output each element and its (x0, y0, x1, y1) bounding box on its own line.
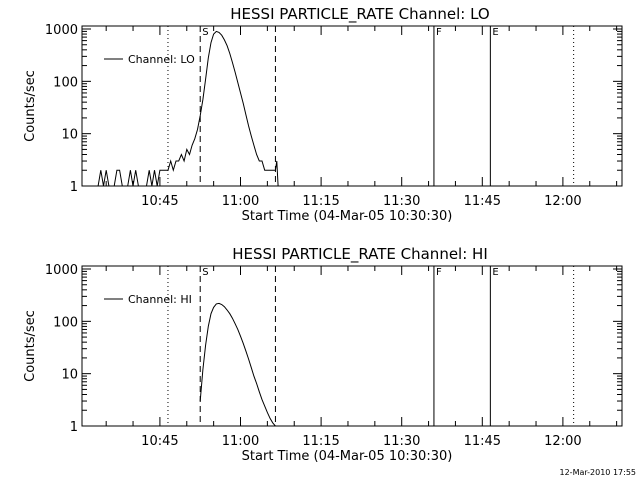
panel-2-marker-label-E: E (492, 267, 498, 278)
timestamp-label: 12-Mar-2010 17:55 (560, 468, 637, 477)
panel-2-plot-frame (81, 265, 623, 427)
panel-2-x-tick-label: 11:00 (222, 434, 259, 449)
panel-1-marker-label-S: S (202, 27, 208, 38)
panel-1-y-tick-label: 1 (70, 180, 78, 195)
panel-1-chart-title: HESSI PARTICLE_RATE Channel: LO (230, 5, 489, 24)
panel-2-y-tick-label: 1 (70, 420, 78, 435)
panel-1-y-axis-label: Counts/sec (23, 70, 38, 142)
panel-1-marker-label-F: F (436, 27, 442, 38)
panel-1-series-line-1 (97, 30, 279, 187)
panel-1-legend-label: Channel: LO (128, 53, 195, 66)
panel-2-x-tick-label: 12:00 (544, 434, 581, 449)
panel-2-chart-title: HESSI PARTICLE_RATE Channel: HI (232, 245, 488, 264)
panel-1-x-tick-label: 11:15 (302, 194, 339, 209)
panel-2-x-tick-label: 11:45 (464, 434, 501, 449)
panel-2-x-tick-label: 11:30 (383, 434, 420, 449)
panel-1-x-tick-label: 10:45 (141, 194, 178, 209)
panel-1-x-tick-label: 11:45 (464, 194, 501, 209)
panel-1-y-tick-label: 100 (53, 75, 78, 90)
panel-2-x-tick-label: 11:15 (302, 434, 339, 449)
panel-2-marker-label-F: F (436, 267, 442, 278)
panel-1-plot-frame (81, 25, 623, 187)
panel-1-x-tick-label: 12:00 (544, 194, 581, 209)
panel-1-x-tick-label: 11:30 (383, 194, 420, 209)
panel-1-y-tick-label: 1000 (45, 23, 78, 38)
panel-1-y-tick-label: 10 (61, 128, 78, 143)
panel-2-y-axis-label: Counts/sec (23, 310, 38, 382)
panel-2-y-tick-label: 1000 (45, 263, 78, 278)
panel-2-x-tick-label: 10:45 (141, 434, 178, 449)
panel-2-marker-label-S: S (202, 267, 208, 278)
panel-2-y-tick-label: 100 (53, 315, 78, 330)
panel-1-x-tick-label: 11:00 (222, 194, 259, 209)
panel-2-y-tick-label: 10 (61, 368, 78, 383)
panel-2-x-axis-label: Start Time (04-Mar-05 10:30:30) (242, 449, 453, 464)
panel-1-marker-label-E: E (492, 27, 498, 38)
panel-1-x-axis-label: Start Time (04-Mar-05 10:30:30) (242, 209, 453, 224)
panel-2-legend-label: Channel: HI (128, 293, 192, 306)
panel-2-series-line-1 (199, 302, 276, 427)
